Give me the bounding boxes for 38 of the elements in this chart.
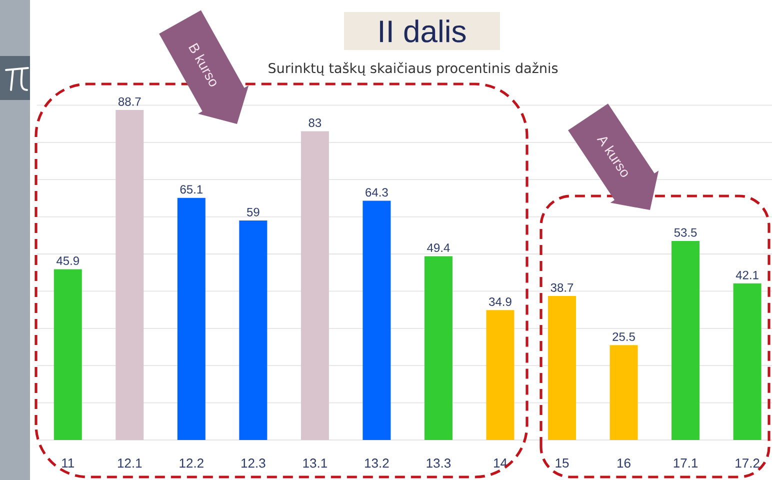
x-tick-label: 13.3 <box>426 458 451 468</box>
data-label: 65.1 <box>180 185 202 194</box>
data-label: 64.3 <box>366 188 388 197</box>
chart-subtitle: Surinktų taškų skaičiaus procentinis dažnis <box>268 62 558 76</box>
x-tick-label: 13.2 <box>365 458 389 468</box>
bar <box>548 296 576 440</box>
data-label: 88.7 <box>118 97 141 106</box>
x-tick-label: 12.2 <box>180 458 204 468</box>
bar <box>54 269 82 440</box>
bar <box>424 256 452 440</box>
data-label: 45.9 <box>56 256 79 266</box>
bar <box>239 220 268 440</box>
x-tick-label: 11 <box>62 458 74 468</box>
x-tick-label: 17.1 <box>674 458 698 468</box>
data-label: 83 <box>308 118 322 128</box>
bar <box>672 240 700 440</box>
data-label: 42.1 <box>736 270 758 280</box>
bar <box>362 200 391 440</box>
data-label: 49.4 <box>427 244 450 252</box>
bar <box>610 345 638 440</box>
bar <box>300 131 329 440</box>
data-label: 53.5 <box>674 228 697 237</box>
bar <box>177 198 206 440</box>
data-label: 25.5 <box>612 332 635 341</box>
bar <box>116 110 144 440</box>
x-tick-label: 12.1 <box>118 458 142 468</box>
data-label: 59 <box>246 208 260 216</box>
bar <box>486 310 514 440</box>
text: B kurso <box>188 42 216 86</box>
chart-title: II dalis <box>380 20 466 42</box>
x-tick-label: 13.1 <box>303 458 327 468</box>
bar <box>733 283 762 440</box>
data-label: 38.7 <box>550 283 574 292</box>
x-tick-label: 16 <box>618 458 630 468</box>
x-tick-label: 15 <box>556 458 569 468</box>
x-tick-label: 12.3 <box>242 458 266 468</box>
x-tick-label: 17.2 <box>736 458 760 468</box>
data-label: 34.9 <box>489 297 512 306</box>
